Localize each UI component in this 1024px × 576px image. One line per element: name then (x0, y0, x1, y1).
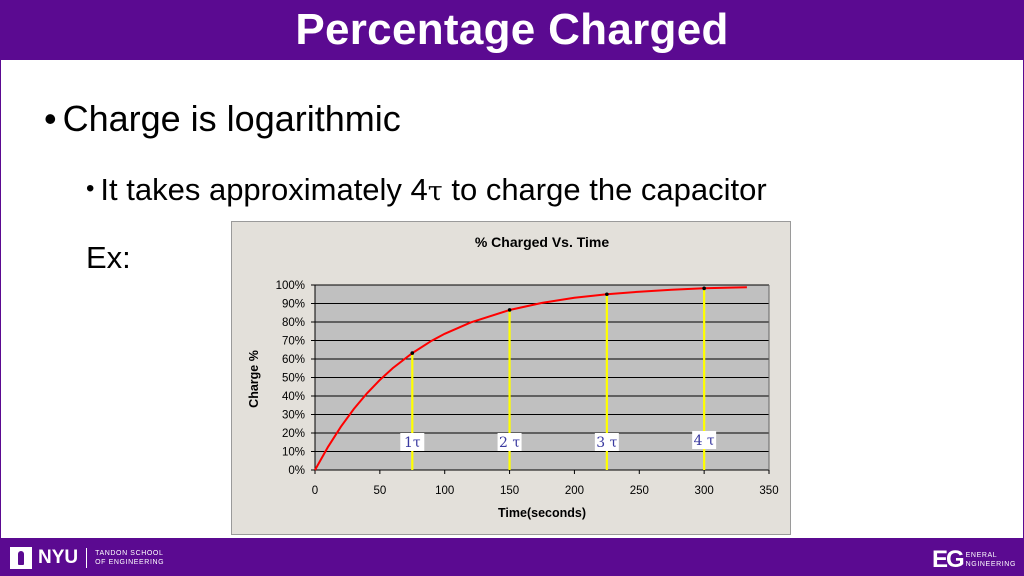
x-axis-label: Time(seconds) (498, 506, 586, 520)
bullet-2-prefix: It takes approximately 4 (100, 172, 428, 207)
footer-bar: NYU TANDON SCHOOL OF ENGINEERING EG ENER… (0, 538, 1024, 576)
nyu-torch-icon (10, 547, 32, 569)
tau-label-4: 4 τ (694, 433, 715, 449)
eg-line-2: NGINEERING (965, 561, 1016, 568)
y-tick-label: 50% (282, 373, 305, 385)
tau-label-bg-4 (692, 431, 717, 449)
x-tick-label: 0 (312, 485, 318, 497)
charge-curve (314, 286, 747, 471)
x-tick-label: 250 (630, 485, 649, 497)
bullet-charge-logarithmic: • Charge is logarithmic (44, 98, 401, 140)
y-tick-label: 30% (282, 410, 305, 422)
chart-svg: % Charged Vs. Time 0% 10% 20% 30% 40% 50% 60% 7… (247, 234, 779, 520)
bullet-2-suffix: to charge the capacitor (442, 172, 767, 207)
eg-logo-text: ENERAL NGINEERING (966, 551, 1016, 569)
tau-label-bg-1 (400, 433, 425, 451)
x-tick-label: 50 (373, 485, 386, 497)
eg-logo-mark: EG (931, 546, 965, 573)
tau-label-2: 2 τ (499, 435, 520, 451)
example-label: Ex: (86, 240, 131, 275)
y-tick-label: 60% (282, 354, 305, 366)
tau-symbol: τ (427, 176, 443, 207)
bullet-four-tau: • It takes approximately 4τ to charge the… (86, 172, 767, 208)
general-engineering-logo: EG ENERAL NGINEERING (932, 546, 1016, 574)
y-tick-label: 20% (282, 428, 305, 440)
tau-label-3: 3 τ (596, 435, 617, 451)
nyu-logo-text: NYU (38, 547, 79, 568)
nyu-tandon-logo: NYU TANDON SCHOOL OF ENGINEERING (10, 547, 164, 569)
tau-label-1: 1τ (404, 435, 421, 451)
x-tick-label: 300 (695, 485, 714, 497)
school-line-2: OF ENGINEERING (95, 559, 165, 566)
x-tick-label: 200 (565, 485, 584, 497)
y-tick-label: 80% (282, 317, 305, 329)
tau-point-4 (702, 286, 706, 291)
y-tick-label: 10% (282, 447, 305, 459)
tau-point-2 (507, 308, 512, 312)
x-tick-label: 150 (500, 485, 519, 497)
tau-point-1 (410, 351, 415, 355)
bullet-dot: • (44, 98, 57, 139)
y-tick-labels: 0% 10% 20% 30% 40% 50% 60% 70% 80% 90% 100% (276, 280, 315, 477)
title-bar: Percentage Charged (0, 0, 1024, 60)
eg-line-1: ENERAL (965, 552, 998, 559)
tau-point-3 (605, 292, 609, 297)
tau-label-bg-3 (594, 433, 619, 451)
bullet-1-text: Charge is logarithmic (62, 98, 401, 139)
tau-labels: 1τ 2 τ 3 τ 4 τ (400, 431, 717, 451)
charge-chart: % Charged Vs. Time 0% 10% 20% 30% 40% 50% 60% 7… (231, 221, 791, 535)
y-tick-label: 100% (276, 280, 305, 292)
tau-label-bg-2 (497, 433, 522, 451)
school-line-1: TANDON SCHOOL (95, 550, 164, 557)
bullet-dot: • (86, 175, 95, 202)
gridlines (314, 284, 770, 471)
x-tick-label: 100 (435, 485, 454, 497)
school-name: TANDON SCHOOL OF ENGINEERING (95, 549, 164, 567)
logo-divider (86, 548, 88, 568)
charge-curve-line (314, 286, 747, 471)
y-tick-label: 70% (282, 336, 305, 348)
y-tick-label: 0% (288, 465, 305, 477)
x-tick-label: 350 (759, 485, 778, 497)
slide-title: Percentage Charged (295, 5, 729, 54)
x-tick-labels: 0 50 100 150 200 250 300 350 (312, 470, 779, 497)
y-tick-label: 40% (282, 391, 305, 403)
y-tick-label: 90% (282, 299, 305, 311)
y-axis-label: Charge % (247, 350, 261, 408)
chart-title: % Charged Vs. Time (475, 234, 610, 250)
